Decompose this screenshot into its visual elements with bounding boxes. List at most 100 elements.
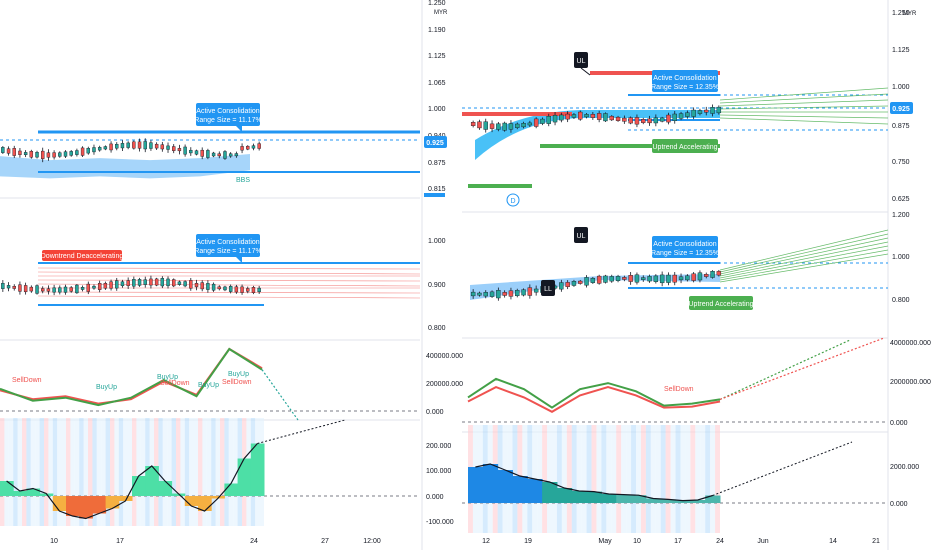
time-tick: 24 [250, 538, 258, 545]
histogram-bg-stripe [136, 418, 141, 526]
right-lower-candles [470, 269, 722, 301]
histogram-bar [224, 483, 239, 496]
histogram-bg-stripe [17, 418, 22, 526]
histogram-bg-stripe [705, 425, 711, 533]
candle-body [80, 147, 85, 156]
left-oscillator-pane: SellDown BuyUp BuyUp SellDown BuyUp BuyU… [0, 347, 463, 421]
candle-body [217, 286, 221, 290]
candle-body [103, 282, 108, 289]
candle-body [172, 279, 176, 287]
signal-label: SellDown [12, 377, 42, 384]
fan-line [719, 99, 889, 107]
histogram-bg-stripe [206, 418, 212, 526]
candle-body [18, 284, 22, 292]
histogram-bg-stripe [83, 418, 88, 526]
candle-body [52, 287, 56, 293]
osc-tick: 2000000.000 [890, 379, 931, 386]
consolidation-callout[interactable]: Active Consolidation (Range Size = 11.17… [192, 234, 264, 263]
candle-body [710, 107, 715, 114]
consolidation-callout[interactable]: Active Consolidation (Range Size = 12.35… [649, 70, 722, 92]
band-line [37, 279, 421, 282]
d-marker[interactable]: D [506, 193, 520, 207]
marker-label: UL [577, 58, 586, 65]
candle-body [6, 285, 11, 289]
candle-body [41, 150, 45, 159]
histogram-bg-stripe [601, 425, 607, 533]
consolidation-callout[interactable]: Active Consolidation (Range Size = 12.35… [649, 236, 722, 258]
candle-body [177, 281, 182, 285]
right-candles [470, 104, 722, 133]
ul-marker[interactable]: UL [574, 227, 588, 243]
osc-green-line [0, 347, 263, 407]
candle-body [35, 151, 39, 158]
uptrend-callout[interactable]: Uptrend Accelerating [652, 139, 718, 153]
downtrend-callout[interactable]: Downtrend Deaccelerating [41, 250, 124, 261]
candle-body [584, 277, 589, 286]
uptrend-callout[interactable]: Uptrend Accelerating [689, 296, 754, 310]
histogram-bar [26, 488, 41, 496]
candle-body [228, 153, 233, 157]
candle-body [160, 278, 165, 287]
candle-body [691, 273, 696, 281]
candle-body [58, 152, 62, 157]
fan-line [719, 245, 889, 279]
oscillator-lines [467, 337, 885, 413]
candle-body [63, 286, 68, 293]
candle-body [685, 112, 690, 117]
right-lower-price-pane: UL LL Active Consolidation (Range Size =… [470, 212, 910, 310]
histogram-bg-stripe [650, 425, 656, 533]
fan-line [719, 229, 889, 271]
candle-body [527, 122, 533, 126]
candle-body [628, 117, 633, 124]
osc-tick: 0.000 [890, 420, 908, 427]
cloud-band [0, 154, 250, 179]
histogram-bg-stripe [127, 418, 132, 526]
candle-body [217, 153, 221, 157]
histogram-bg-stripe [101, 418, 106, 526]
candle-body [578, 111, 583, 120]
candle-body [578, 280, 583, 284]
ul-marker[interactable]: UL [574, 52, 591, 76]
callout-line1: Active Consolidation [653, 75, 717, 82]
histogram-bar [601, 494, 617, 503]
fan-line [719, 87, 889, 101]
callout-line1: Downtrend Deaccelerating [41, 253, 124, 260]
consolidation-callout[interactable]: Active Consolidation (Range Size = 11.17… [192, 103, 264, 132]
histogram-bg-stripe [30, 418, 36, 526]
histogram-bg-stripe [571, 425, 577, 533]
candle-body [189, 280, 193, 289]
candle-body [565, 282, 570, 288]
candle-body [149, 142, 153, 149]
candle-body [515, 123, 520, 128]
axis-marker [424, 193, 445, 197]
candle-body [628, 275, 633, 282]
hist-tick: 0.000 [890, 501, 908, 508]
histogram-bg-stripe [70, 418, 75, 526]
price-tick: 0.750 [892, 159, 910, 166]
histogram-bg-stripe [61, 418, 66, 526]
candle-body [132, 279, 136, 287]
histogram-bg-stripe [680, 425, 686, 533]
left-lower-bands [37, 267, 421, 299]
histogram-bg-stripe [44, 418, 49, 526]
histogram-bg-stripe [636, 425, 641, 533]
candle-body [672, 113, 677, 121]
candle-body [710, 271, 715, 278]
histogram-bar [158, 481, 173, 496]
fan-line [719, 93, 889, 104]
histogram-bg-stripe [0, 418, 5, 526]
candle-body [470, 291, 476, 297]
ll-marker[interactable]: LL [541, 280, 555, 296]
histogram-bg-stripe [224, 418, 229, 526]
candle-body [716, 106, 722, 114]
candle-body [194, 282, 199, 288]
price-tick: 1.125 [892, 47, 910, 54]
candle-body [109, 143, 113, 151]
candle-body [672, 274, 677, 283]
candle-body [596, 113, 602, 120]
candle-body [622, 117, 627, 122]
histogram-bg-stripe [660, 425, 666, 533]
left-time-axis: 10 17 24 27 12:00 [50, 538, 381, 545]
histogram-bg-stripe [123, 418, 128, 526]
candle-body [137, 279, 142, 286]
